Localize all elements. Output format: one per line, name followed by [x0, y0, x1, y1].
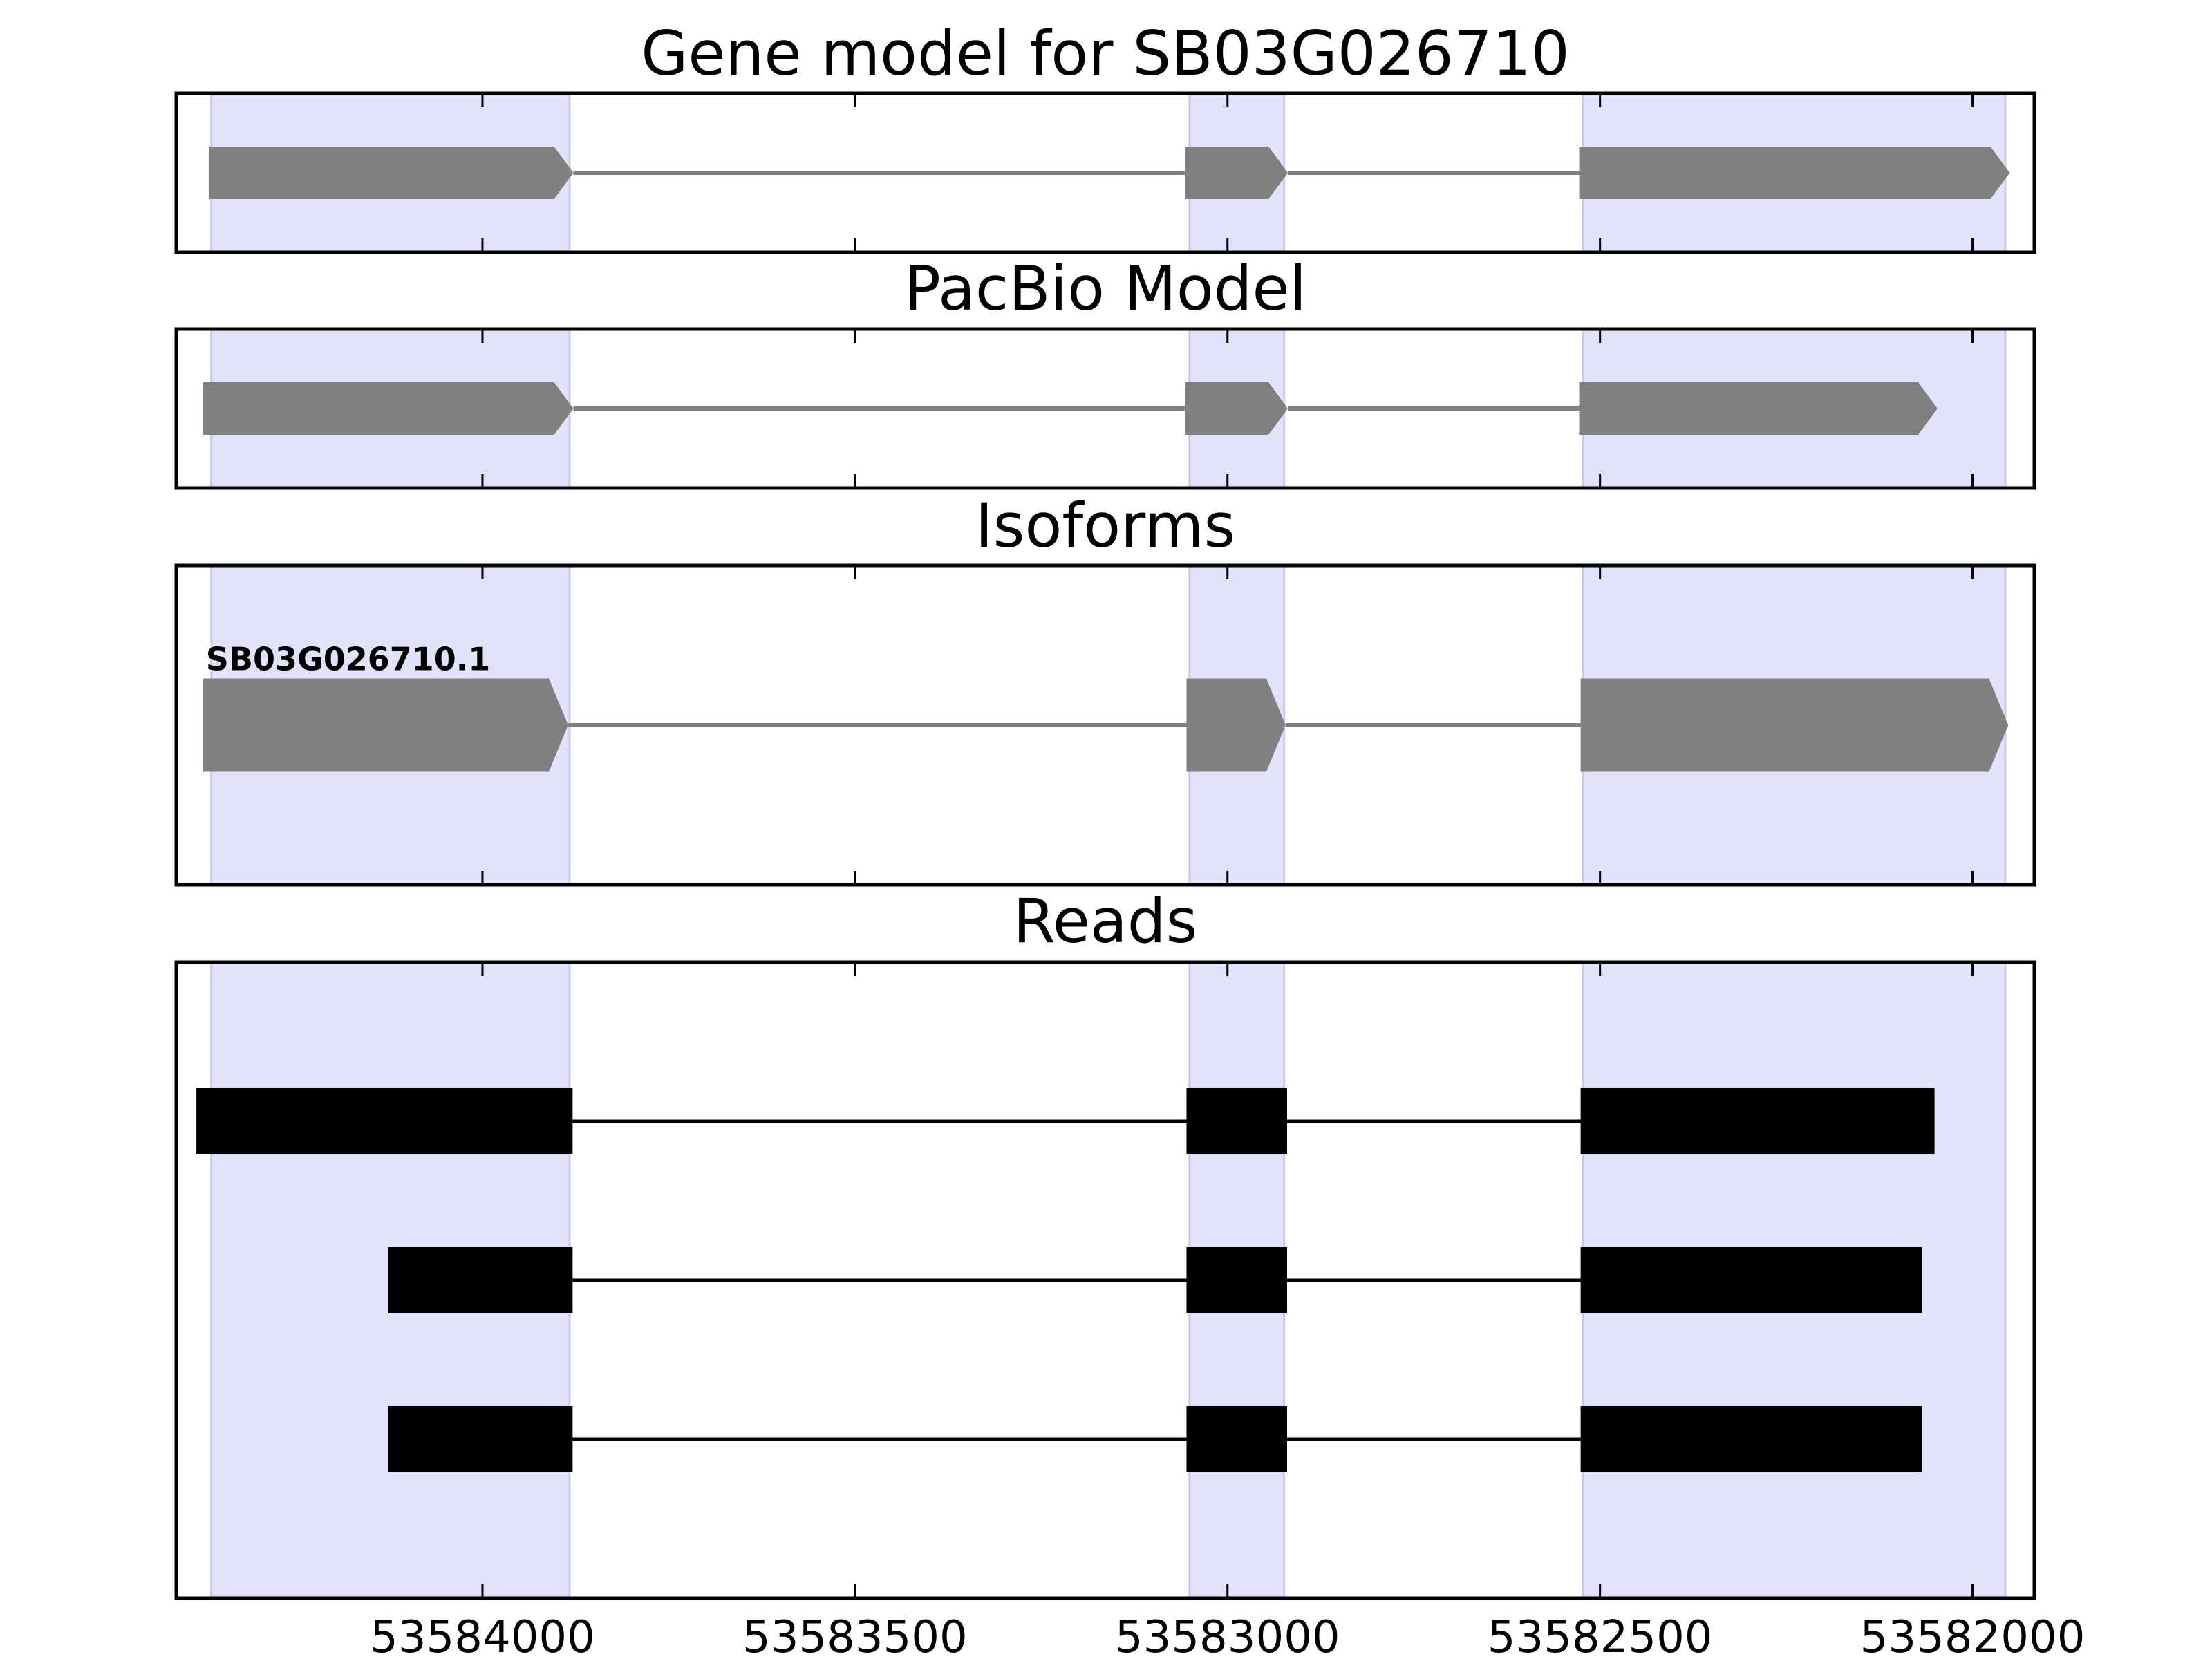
exon: [1580, 1406, 1922, 1472]
exon: [1186, 1088, 1287, 1154]
exon: [196, 1088, 573, 1154]
exon: [1186, 1406, 1287, 1472]
exon: [1579, 147, 2010, 199]
x-tick-label: 53583500: [742, 1612, 968, 1659]
panel-title: Gene model for SB03G026710: [641, 18, 1570, 89]
exon: [1580, 1088, 1935, 1154]
x-tick-label: 53582500: [1488, 1612, 1713, 1659]
exon: [388, 1247, 573, 1313]
x-tick-label: 53582000: [1860, 1612, 2086, 1659]
x-tick-label: 53584000: [370, 1612, 595, 1659]
axes-frame: [174, 960, 2036, 1600]
exon: [1185, 382, 1288, 435]
exon: [1186, 1247, 1287, 1313]
exon: [1185, 147, 1288, 199]
panel-title: PacBio Model: [904, 253, 1306, 324]
axes-frame: [174, 563, 2036, 887]
exon: [209, 147, 574, 199]
exon: [203, 382, 574, 435]
x-tick-label: 53583000: [1115, 1612, 1340, 1659]
exon: [1186, 678, 1286, 772]
exon: [388, 1406, 573, 1472]
exon: [1580, 678, 2009, 772]
exon: [1579, 382, 1938, 435]
panel-title: Reads: [1013, 885, 1198, 957]
isoform-label: SB03G026710.1: [206, 641, 490, 678]
panel-title: Isoforms: [975, 490, 1236, 561]
axes-frame: [174, 327, 2036, 490]
exon: [203, 678, 568, 772]
axes-frame: [174, 91, 2036, 254]
exon: [1580, 1247, 1922, 1313]
